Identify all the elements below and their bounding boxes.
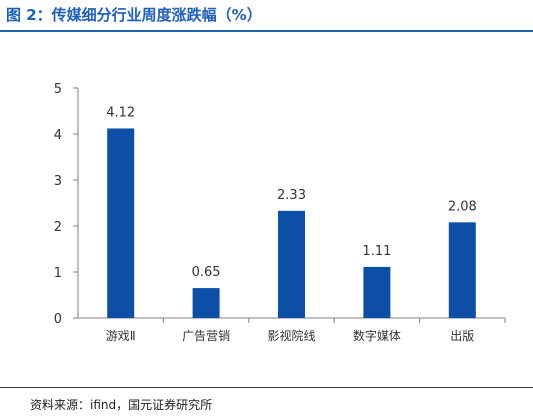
x-tick-label: 数字媒体 xyxy=(353,328,401,343)
data-label: 2.08 xyxy=(448,199,477,214)
bar-chart: 0 1 2 3 4 5 4.12 游戏Ⅱ 0.65 广告营销 2.33 影视院线 1.11 数字媒体 2.0… xyxy=(54,82,506,343)
x-tick-label: 游戏Ⅱ xyxy=(106,329,136,343)
x-tick-label: 影视院线 xyxy=(267,328,315,343)
data-label: 2.33 xyxy=(277,188,306,203)
title-divider xyxy=(0,30,533,32)
y-tick-label: 4 xyxy=(54,128,62,143)
y-tick-label: 2 xyxy=(54,220,62,235)
bar xyxy=(448,222,476,318)
bar xyxy=(278,210,305,318)
data-label: 0.65 xyxy=(192,265,221,280)
x-tick-label: 出版 xyxy=(450,329,474,343)
data-label: 1.11 xyxy=(362,244,391,259)
bar xyxy=(107,128,135,318)
source-note: 资料来源：ifind，国元证券研究所 xyxy=(30,398,213,412)
bar xyxy=(363,266,391,318)
data-label: 4.12 xyxy=(106,105,135,120)
x-tick-label: 广告营销 xyxy=(182,329,230,343)
y-tick-label: 1 xyxy=(54,266,62,281)
bar xyxy=(192,288,220,318)
y-tick-label: 3 xyxy=(54,174,62,189)
y-tick-label: 5 xyxy=(54,82,62,97)
source-divider xyxy=(0,387,533,388)
y-tick-label: 0 xyxy=(54,312,62,327)
figure-title: 图 2：传媒细分行业周度涨跌幅（%） xyxy=(6,6,262,24)
